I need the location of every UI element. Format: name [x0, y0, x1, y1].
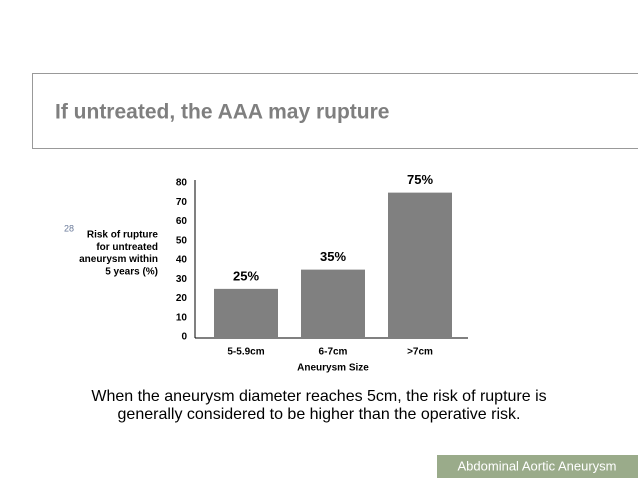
footer-text: Abdominal Aortic Aneurysm — [458, 458, 617, 473]
y-tick-label: 30 — [176, 274, 188, 285]
title-box — [32, 73, 638, 149]
y-tick-label: 80 — [176, 178, 188, 189]
footnote-marker: 28 — [64, 223, 74, 233]
y-axis-title: 5 years (%) — [105, 267, 158, 278]
x-axis-title: Aneurysm Size — [297, 363, 369, 374]
footer-box — [437, 455, 638, 478]
y-tick-label: 70 — [176, 197, 188, 208]
y-axis-title: for untreated — [96, 242, 158, 253]
x-tick-label: 5-5.9cm — [227, 347, 264, 358]
y-axis-title: aneurysm within — [79, 254, 158, 265]
y-tick-label: 10 — [176, 312, 188, 323]
bar — [301, 269, 365, 337]
x-tick-label: >7cm — [407, 347, 433, 358]
value-label: 75% — [407, 172, 433, 187]
caption-line: generally considered to be higher than t… — [118, 406, 521, 423]
caption-line: When the aneurysm diameter reaches 5cm, … — [91, 388, 546, 405]
value-label: 35% — [320, 249, 346, 264]
y-axis-title: Risk of rupture — [87, 230, 159, 241]
bar — [214, 288, 278, 337]
value-label: 25% — [233, 268, 259, 283]
y-tick-label: 60 — [176, 216, 188, 227]
bar — [388, 192, 452, 337]
slide-title: If untreated, the AAA may rupture — [55, 101, 389, 124]
y-tick-label: 20 — [176, 293, 188, 304]
y-tick-label: 50 — [176, 235, 188, 246]
x-tick-label: 6-7cm — [319, 347, 348, 358]
y-tick-label: 0 — [181, 332, 187, 343]
y-tick-label: 40 — [176, 255, 188, 266]
